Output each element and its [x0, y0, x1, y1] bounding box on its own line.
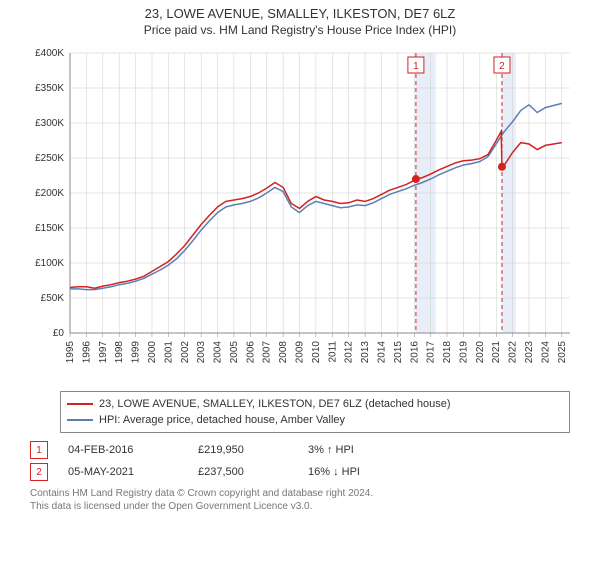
marker-row: 2 05-MAY-2021 £237,500 16% ↓ HPI — [30, 461, 570, 483]
footer-line: This data is licensed under the Open Gov… — [30, 500, 570, 513]
marker-diff: 16% ↓ HPI — [308, 466, 418, 478]
svg-text:2003: 2003 — [196, 341, 207, 364]
marker-row: 1 04-FEB-2016 £219,950 3% ↑ HPI — [30, 439, 570, 461]
svg-text:£0: £0 — [53, 328, 65, 339]
svg-text:2025: 2025 — [557, 341, 568, 364]
marker-diff: 3% ↑ HPI — [308, 444, 418, 456]
svg-text:£400K: £400K — [35, 48, 64, 59]
svg-text:£150K: £150K — [35, 223, 64, 234]
legend-label: 23, LOWE AVENUE, SMALLEY, ILKESTON, DE7 … — [99, 398, 451, 410]
legend-swatch — [67, 403, 93, 405]
svg-text:2005: 2005 — [229, 341, 240, 364]
svg-text:2018: 2018 — [442, 341, 453, 364]
svg-text:2019: 2019 — [458, 341, 469, 364]
svg-text:2009: 2009 — [295, 341, 306, 364]
marker-price: £237,500 — [198, 466, 288, 478]
price-chart: £0 £50K £100K £150K £200K £250K £300K £350K £400… — [20, 43, 580, 383]
svg-text:£100K: £100K — [35, 258, 64, 269]
legend: 23, LOWE AVENUE, SMALLEY, ILKESTON, DE7 … — [60, 391, 570, 433]
marker-number-box: 1 — [30, 441, 48, 459]
svg-text:2007: 2007 — [262, 341, 273, 364]
svg-text:£300K: £300K — [35, 118, 64, 129]
marker-date: 05-MAY-2021 — [68, 466, 178, 478]
marker-number-box: 2 — [30, 463, 48, 481]
marker-date: 04-FEB-2016 — [68, 444, 178, 456]
legend-label: HPI: Average price, detached house, Ambe… — [99, 414, 345, 426]
page-title: 23, LOWE AVENUE, SMALLEY, ILKESTON, DE7 … — [0, 6, 600, 21]
svg-text:2023: 2023 — [524, 341, 535, 364]
svg-text:1996: 1996 — [81, 341, 92, 364]
svg-text:2: 2 — [499, 61, 505, 72]
legend-row: 23, LOWE AVENUE, SMALLEY, ILKESTON, DE7 … — [67, 396, 563, 412]
svg-text:1998: 1998 — [114, 341, 125, 364]
legend-swatch — [67, 419, 93, 421]
svg-text:1: 1 — [413, 61, 419, 72]
svg-text:2022: 2022 — [508, 341, 519, 364]
svg-text:2014: 2014 — [376, 341, 387, 364]
svg-text:£250K: £250K — [35, 153, 64, 164]
legend-row: HPI: Average price, detached house, Ambe… — [67, 412, 563, 428]
svg-text:1997: 1997 — [98, 341, 109, 364]
svg-text:2011: 2011 — [327, 341, 338, 363]
svg-text:£200K: £200K — [35, 188, 64, 199]
svg-text:2017: 2017 — [426, 341, 437, 364]
footer-line: Contains HM Land Registry data © Crown c… — [30, 487, 570, 500]
svg-text:2004: 2004 — [213, 341, 224, 364]
svg-text:2002: 2002 — [180, 341, 191, 364]
svg-text:2016: 2016 — [409, 341, 420, 364]
svg-text:2012: 2012 — [344, 341, 355, 364]
svg-text:2015: 2015 — [393, 341, 404, 364]
svg-text:2024: 2024 — [540, 341, 551, 364]
svg-text:2013: 2013 — [360, 341, 371, 364]
svg-text:2001: 2001 — [163, 341, 174, 364]
svg-text:2021: 2021 — [491, 341, 502, 364]
svg-text:2010: 2010 — [311, 341, 322, 364]
svg-text:2006: 2006 — [245, 341, 256, 364]
page-subtitle: Price paid vs. HM Land Registry's House … — [0, 23, 600, 37]
svg-text:2008: 2008 — [278, 341, 289, 364]
svg-text:2020: 2020 — [475, 341, 486, 364]
svg-text:£350K: £350K — [35, 83, 64, 94]
svg-text:2000: 2000 — [147, 341, 158, 364]
svg-text:1999: 1999 — [131, 341, 142, 364]
svg-text:£50K: £50K — [41, 293, 65, 304]
marker-price: £219,950 — [198, 444, 288, 456]
svg-text:1995: 1995 — [65, 341, 76, 364]
marker-table: 1 04-FEB-2016 £219,950 3% ↑ HPI 2 05-MAY… — [30, 439, 570, 483]
footer: Contains HM Land Registry data © Crown c… — [30, 487, 570, 513]
